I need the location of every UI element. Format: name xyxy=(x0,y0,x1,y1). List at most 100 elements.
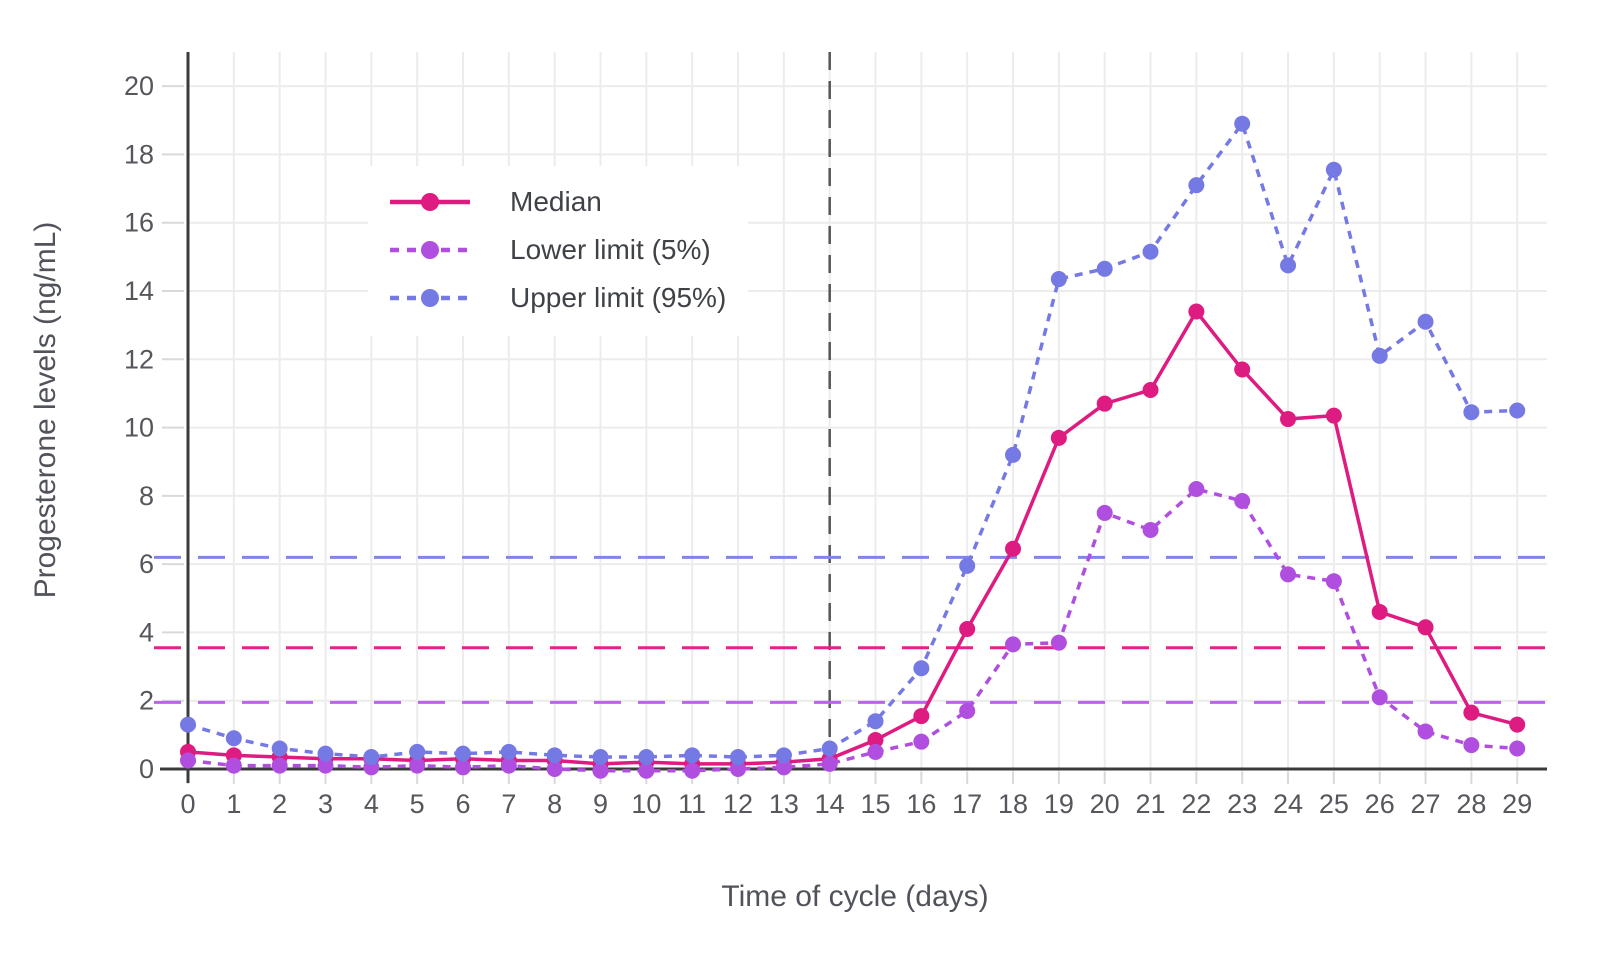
upper-limit-95--point xyxy=(1417,313,1434,330)
x-tick-label: 11 xyxy=(678,789,706,819)
x-tick-label: 3 xyxy=(318,789,333,819)
upper-limit-95--point xyxy=(363,749,380,766)
x-tick-label: 25 xyxy=(1319,789,1349,819)
lower-limit-marker-icon xyxy=(390,241,470,259)
upper-limit-95--point xyxy=(1280,257,1297,274)
x-tick-label: 22 xyxy=(1181,789,1211,819)
lower-limit-5--point xyxy=(1050,634,1067,651)
median-point xyxy=(913,708,930,725)
x-tick-label: 15 xyxy=(860,789,890,819)
upper-limit-95--point xyxy=(225,730,242,747)
x-tick-label: 8 xyxy=(547,789,562,819)
lower-limit-5--point xyxy=(1142,522,1159,538)
x-tick-label: 13 xyxy=(769,789,799,819)
x-tick-label: 21 xyxy=(1136,789,1166,819)
x-tick-label: 24 xyxy=(1273,789,1303,819)
x-tick-label: 4 xyxy=(364,789,379,819)
x-tick-label: 26 xyxy=(1365,789,1395,819)
legend-label-lower-limit: Lower limit (5%) xyxy=(510,234,711,265)
median-point xyxy=(1234,361,1251,378)
x-tick-label: 27 xyxy=(1411,789,1441,819)
median-line xyxy=(187,308,1518,766)
lower-limit-5--point xyxy=(409,757,426,774)
lower-limit-5--point xyxy=(1005,636,1022,653)
x-tick-label: 16 xyxy=(906,789,936,819)
median-point xyxy=(1005,540,1022,557)
lower-limit-5--point xyxy=(1096,504,1113,521)
upper-limit-95--point xyxy=(180,716,196,733)
upper-limit-95--point xyxy=(775,747,792,764)
x-tick-label: 1 xyxy=(226,789,241,819)
upper-limit-95--point xyxy=(455,745,472,762)
median-line-marker-icon xyxy=(390,193,470,211)
median-point xyxy=(1417,619,1434,636)
x-tick-label: 5 xyxy=(410,789,425,819)
upper-limit-95--point xyxy=(913,660,930,677)
upper-limit-95--point xyxy=(1142,243,1159,260)
lower-limit-5--point xyxy=(775,759,792,776)
upper-limit-95--point xyxy=(867,713,884,730)
median-point xyxy=(1142,382,1159,399)
y-tick-label: 12 xyxy=(124,344,154,374)
lower-limit-5--point xyxy=(959,702,976,719)
lower-limit-5--point xyxy=(1234,492,1251,509)
x-tick-label: 17 xyxy=(952,789,982,819)
lower-limit-5--point xyxy=(1188,481,1205,498)
upper-limit-95--point xyxy=(500,743,517,760)
lower-limit-5--point xyxy=(913,733,930,750)
lower-limit-5--point xyxy=(1463,737,1480,754)
legend-label-median: Median xyxy=(510,186,602,217)
median-point xyxy=(959,621,976,638)
y-tick-label: 20 xyxy=(124,71,154,101)
upper-limit-95--point xyxy=(1234,115,1251,132)
y-tick-label: 6 xyxy=(139,549,154,579)
median-point xyxy=(1280,411,1297,428)
y-tick-label: 0 xyxy=(139,754,154,784)
x-tick-label: 28 xyxy=(1456,789,1486,819)
upper-limit-95--point xyxy=(1188,177,1205,194)
x-axis-title: Time of cycle (days) xyxy=(721,880,989,913)
lower-limit-5--point xyxy=(500,757,517,774)
lower-limit-5--point xyxy=(730,761,747,777)
lower-limit-5--point xyxy=(1325,573,1342,590)
lower-limit-5--point xyxy=(180,752,196,769)
y-tick-label: 10 xyxy=(124,413,154,443)
x-tick-label: 14 xyxy=(815,789,845,819)
lower-limit-5--point xyxy=(592,762,609,779)
legend-item-upper-limit[interactable]: Upper limit (95%) xyxy=(368,274,748,322)
median-point xyxy=(1371,603,1388,620)
x-tick-label: 12 xyxy=(723,789,753,819)
lower-limit-5--line xyxy=(187,487,1518,773)
upper-limit-95--point xyxy=(684,747,701,764)
x-tick-label: 18 xyxy=(998,789,1028,819)
y-tick-label: 4 xyxy=(139,617,154,647)
upper-limit-95--point xyxy=(1005,446,1022,463)
median-point xyxy=(1325,407,1342,424)
upper-limit-95--point xyxy=(546,747,563,764)
x-tick-label: 2 xyxy=(272,789,287,819)
x-tick-label: 7 xyxy=(501,789,516,819)
lower-limit-5--point xyxy=(546,761,563,777)
x-tick-label: 9 xyxy=(593,789,608,819)
legend-item-lower-limit[interactable]: Lower limit (5%) xyxy=(368,226,748,274)
median-point xyxy=(867,731,884,748)
upper-limit-95--point xyxy=(1371,347,1388,364)
upper-limit-95--point xyxy=(1463,404,1480,421)
upper-limit-95--point xyxy=(1050,271,1067,288)
median-point xyxy=(1050,429,1067,446)
y-tick-label: 8 xyxy=(139,481,154,511)
legend: Median Lower limit (5%) Upper limit (95%… xyxy=(368,166,748,336)
y-axis-title: Progesterone levels (ng/mL) xyxy=(29,221,62,599)
upper-limit-95--point xyxy=(1096,260,1113,277)
legend-item-median[interactable]: Median xyxy=(368,178,748,226)
lower-limit-5--point xyxy=(225,757,242,774)
lower-limit-5--point xyxy=(638,762,655,779)
lower-limit-5--point xyxy=(1371,689,1388,706)
upper-limit-95--point xyxy=(638,749,655,766)
upper-limit-95--point xyxy=(317,745,334,762)
y-tick-label: 14 xyxy=(124,276,154,306)
upper-limit-95--point xyxy=(271,740,288,757)
x-tick-label: 20 xyxy=(1090,789,1120,819)
